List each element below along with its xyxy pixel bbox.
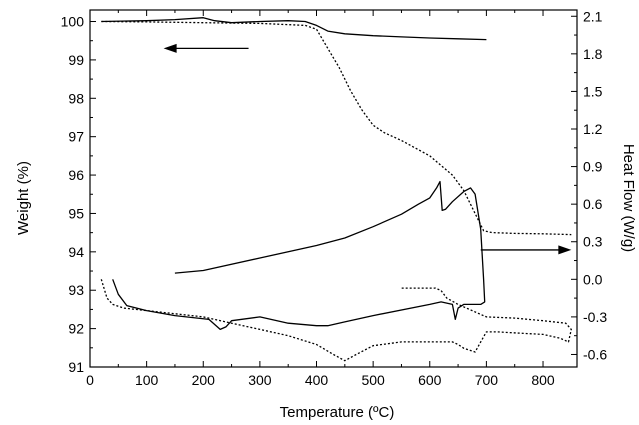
y-right-tick-label: 0.0 [583, 271, 603, 287]
series-line-2 [101, 20, 572, 236]
annotation-arrow-head-1 [163, 43, 177, 53]
y-left-tick-label: 100 [61, 14, 85, 30]
plot-area: 0 100 200 300 400 500 600 700 800 91 92 93 94 95 96 97 9… [61, 8, 608, 388]
x-tick-label: 800 [531, 372, 555, 388]
y-left-tick-label: 97 [68, 129, 84, 145]
y-right-tick-label: 1.2 [583, 121, 603, 137]
x-tick-label: 600 [418, 372, 442, 388]
y-right-tick-label: 1.5 [583, 83, 603, 99]
series-line-3 [112, 180, 486, 331]
y-left-tick-label: 96 [68, 167, 84, 183]
x-tick-label: 300 [248, 372, 272, 388]
y-right-tick-label: -0.3 [583, 309, 607, 325]
x-axis-title: Temperature (ºC) [280, 404, 395, 421]
x-tick-label: 500 [361, 372, 385, 388]
y-axis-left-title: Weight (%) [15, 161, 32, 235]
y-left-tick-label: 99 [68, 52, 84, 68]
series-line-4 [100, 279, 572, 362]
y-right-tick-label: 0.3 [583, 234, 603, 250]
y-left-tick-label: 94 [68, 244, 84, 260]
y-right-tick-label: 0.9 [583, 159, 603, 175]
y-left-tick-label: 93 [68, 282, 84, 298]
series-line-1 [101, 17, 487, 41]
x-tick-label: 0 [86, 372, 94, 388]
x-tick-label: 100 [135, 372, 159, 388]
x-tick-label: 700 [475, 372, 499, 388]
y-right-tick-label: 2.1 [583, 8, 603, 24]
annotation-arrow-head-2 [558, 245, 572, 255]
y-right-tick-label: 1.8 [583, 46, 603, 62]
plot-frame [89, 9, 578, 368]
y-right-tick-label: -0.6 [583, 346, 607, 362]
x-tick-label: 400 [305, 372, 329, 388]
y-axis-right-title: Heat Flow (W/g) [620, 144, 637, 252]
y-left-tick-label: 91 [68, 359, 84, 375]
y-left-tick-label: 98 [68, 90, 84, 106]
y-right-tick-label: 0.6 [583, 196, 603, 212]
x-tick-label: 200 [192, 372, 216, 388]
y-left-tick-label: 92 [68, 321, 84, 337]
y-left-tick-label: 95 [68, 205, 84, 221]
